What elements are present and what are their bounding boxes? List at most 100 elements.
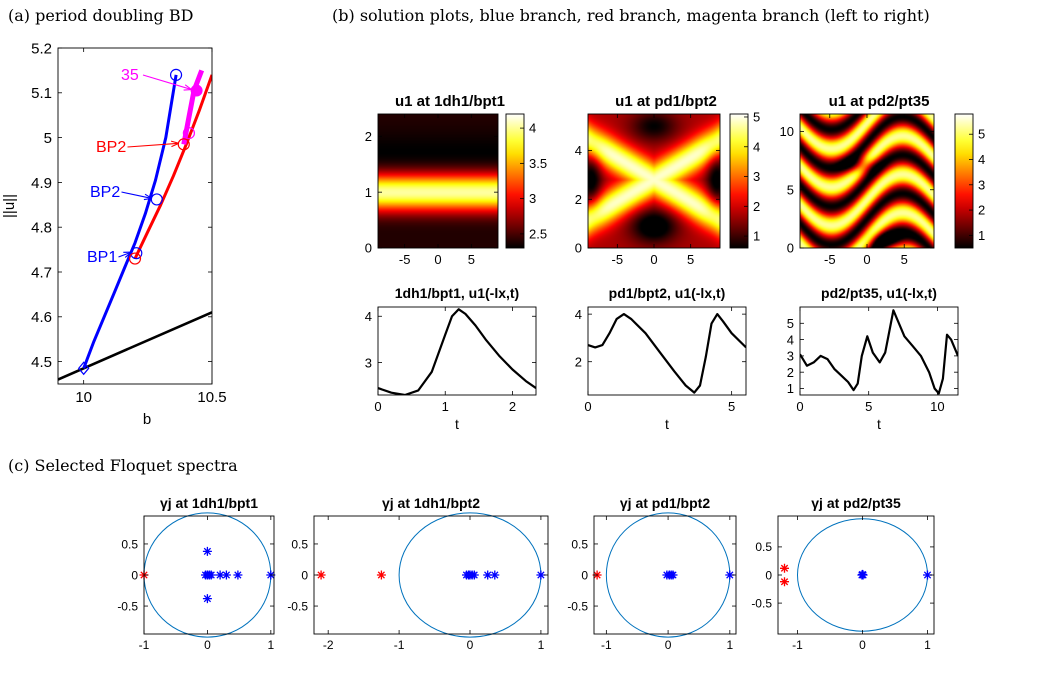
y-tick-label: 4: [575, 143, 582, 158]
x-tick-label: -5: [399, 252, 411, 267]
x-axis-label: b: [143, 411, 151, 428]
timeseries-title: pd2/pt35, u1(-lx,t): [821, 285, 937, 301]
eigenvalue-star: [668, 570, 678, 580]
eigenvalue-star: [780, 563, 789, 573]
y-tick-label: 4.7: [31, 264, 52, 281]
x-tick-label: -1: [792, 638, 803, 652]
y-tick-label: 2: [575, 192, 582, 207]
heatmap-hm3: -5 0 5 0 5 10 u1 at pd2/pt35 1 2 3 4 5: [780, 93, 986, 267]
x-tick-label: -2: [323, 638, 334, 652]
section-c-title: (c) Selected Floquet spectra: [8, 456, 238, 475]
y-tick-label: 10: [780, 124, 794, 139]
colorbar-rect: [729, 113, 749, 249]
colorbar-tick-label: 4: [529, 121, 536, 136]
y-tick-label: 2: [787, 365, 794, 380]
annotation-arrowhead: [123, 251, 132, 258]
annotation-arrowhead: [183, 84, 192, 91]
eigenvalue-star: [469, 570, 479, 580]
colorbar: 1 2 3 4 5: [954, 113, 985, 249]
x-tick-label: -1: [601, 638, 612, 652]
circle-marker: [169, 68, 183, 81]
y-tick-label: 0.5: [121, 537, 138, 551]
y-tick-label: 0.5: [571, 537, 588, 551]
y-tick-label: 5: [787, 316, 794, 331]
x-axis-label: t: [455, 416, 459, 432]
x-tick-label: 5: [865, 399, 872, 414]
eigenvalue-star: [725, 570, 735, 580]
colorbar-tick-label: 5: [753, 109, 760, 124]
colorbar-tick-label: 4: [753, 139, 760, 154]
x-tick-label: 10: [930, 399, 944, 414]
section-a-title: (a) period doubling BD: [8, 6, 194, 25]
magenta-branch-line: [181, 69, 205, 145]
heatmap-hm2: -5 0 5 0 2 4 u1 at pd1/bpt2 1 2 3 4 5: [575, 93, 760, 267]
x-tick-label: 5: [687, 252, 694, 267]
colorbar-tick-label: 2: [753, 199, 760, 214]
colorbar-tick-label: 3.5: [529, 156, 547, 171]
x-tick-label: 0: [650, 252, 657, 267]
colorbar-tick-label: 2.5: [529, 226, 547, 241]
annotation-label: BP2: [96, 139, 126, 156]
x-tick-label: 1: [267, 638, 274, 652]
axes-frame: [593, 515, 737, 635]
y-tick-label: 0: [765, 568, 772, 582]
annotation-arrow: [127, 142, 179, 148]
floquet-fl1: -1 0 1 -0.5 0 0.5 γj at 1dh1/bpt1: [117, 495, 276, 652]
colorbar-tick-label: 3: [753, 169, 760, 184]
y-tick-label: 5.2: [31, 40, 52, 57]
y-tick-label: 4.9: [31, 175, 52, 192]
annotation-arrow: [121, 191, 152, 199]
x-axis-label: t: [665, 416, 669, 432]
y-tick-label: 4.8: [31, 220, 52, 237]
y-tick-label: 0: [575, 241, 582, 256]
y-tick-label: 5.1: [31, 85, 52, 102]
x-tick-label: 0: [863, 252, 870, 267]
x-tick-label: 0: [467, 638, 474, 652]
y-tick-label: 2: [365, 129, 372, 144]
y-tick-label: 3: [365, 355, 372, 370]
diamond-marker: [77, 361, 90, 376]
timeseries-line: [800, 309, 958, 395]
y-tick-label: 0.5: [755, 540, 772, 554]
y-tick-label: 0: [787, 241, 794, 256]
y-tick-label: 4: [575, 307, 582, 322]
eigenvalue-star: [202, 594, 212, 604]
timeseries-ts1: 0 1 2 3 4 1dh1/bpt1, u1(-lx,t) t: [365, 285, 537, 432]
blue-branch-line: [82, 74, 178, 369]
red-branch-line: [133, 74, 212, 260]
y-tick-label: 5: [787, 182, 794, 197]
circle-marker: [128, 252, 142, 265]
floquet-title: γj at 1dh1/bpt2: [382, 495, 480, 511]
timeseries-title: pd1/bpt2, u1(-lx,t): [609, 285, 726, 301]
x-tick-label: -5: [612, 252, 624, 267]
eigenvalue-star: [376, 570, 386, 580]
eigenvalue-star: [215, 570, 225, 580]
circle-marker: [150, 193, 163, 206]
eigenvalue-star: [221, 570, 231, 580]
timeseries-ts2: 0 5 2 4 pd1/bpt2, u1(-lx,t) t: [575, 285, 747, 432]
y-tick-label: -0.5: [287, 599, 308, 613]
heatmap-title: u1 at 1dh1/bpt1: [395, 93, 505, 110]
x-tick-label: 0: [859, 638, 866, 652]
eigenvalue-star: [316, 570, 326, 580]
timeseries-line: [588, 313, 746, 394]
eigenvalue-star: [233, 570, 243, 580]
section-b-title: (b) solution plots, blue branch, red bra…: [332, 6, 930, 25]
y-tick-label: 0: [131, 568, 138, 582]
floquet-title: γj at pd2/pt35: [811, 495, 901, 511]
heatmap-title: u1 at pd2/pt35: [829, 93, 930, 110]
x-tick-label: 1: [924, 638, 931, 652]
axes-frame: [377, 113, 499, 249]
x-tick-label: 0: [374, 399, 381, 414]
axes-frame: [313, 515, 549, 635]
y-tick-label: -0.5: [751, 596, 772, 610]
timeseries-line: [378, 308, 536, 395]
y-tick-label: 3: [787, 349, 794, 364]
floquet-fl3: -1 0 1 -0.5 0 0.5 γj at pd1/bpt2: [567, 495, 737, 652]
eigenvalue-star: [206, 570, 216, 580]
x-tick-label: 5: [901, 252, 908, 267]
annotation-label: BP2: [90, 184, 120, 201]
eigenvalue-star: [202, 546, 212, 556]
floquet-title: γj at 1dh1/bpt1: [160, 495, 258, 511]
y-tick-label: 4.5: [31, 354, 52, 371]
